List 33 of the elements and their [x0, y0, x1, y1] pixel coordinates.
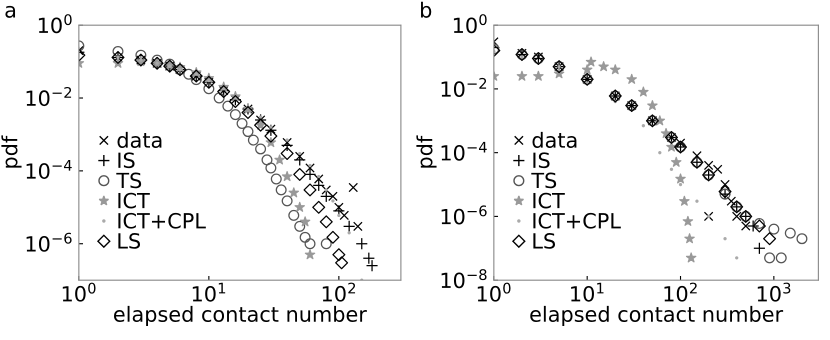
chart-title: a	[5, 6, 16, 18]
y-tick-label: 10$^{−6}$	[26, 232, 72, 252]
y-tick-label: 10$^{0}$	[38, 14, 72, 34]
x-tick-label: 10$^{2}$	[322, 282, 356, 302]
legend-label: IS	[533, 152, 550, 168]
x-tick-label: 10$^{2}$	[664, 282, 697, 302]
legend-label: data	[532, 132, 576, 148]
y-axis-title: pdf	[1, 135, 22, 168]
legend-label: TS	[116, 172, 142, 188]
y-tick-label: 10$^{−4}$	[442, 142, 487, 161]
y-tick-label: 10$^{−2}$	[26, 86, 72, 106]
legend-label: ICT+CPL	[118, 212, 206, 229]
legend-label: LS	[533, 233, 556, 249]
x-tick-label: 10$^{0}$	[478, 282, 511, 302]
y-tick-label: 10$^{−4}$	[26, 160, 72, 179]
chart-title: b	[421, 2, 432, 18]
legend-label: data	[118, 132, 162, 148]
y-tick-label: 10$^{0}$	[454, 14, 487, 34]
legend-label: ICT+CPL	[533, 212, 621, 229]
legend-label: ICT	[118, 192, 150, 208]
x-tick-label: 10$^{1}$	[192, 282, 226, 302]
y-tick-label: 10$^{−2}$	[442, 78, 486, 97]
x-tick-label: 10$^{3}$	[758, 282, 790, 302]
x-axis-title: elapsed contact number	[530, 306, 784, 326]
legend-label: TS	[531, 172, 556, 188]
y-tick-label: 10$^{−6}$	[442, 205, 487, 224]
y-axis-title: pdf	[416, 135, 437, 168]
legend-label: IS	[118, 152, 135, 168]
legend-label: ICT	[533, 192, 565, 208]
legend-label: LS	[118, 233, 140, 249]
x-tick-label: 10$^{0}$	[62, 282, 96, 302]
x-axis-title: elapsed contact number	[114, 306, 367, 326]
x-tick-label: 10$^{1}$	[571, 282, 604, 302]
